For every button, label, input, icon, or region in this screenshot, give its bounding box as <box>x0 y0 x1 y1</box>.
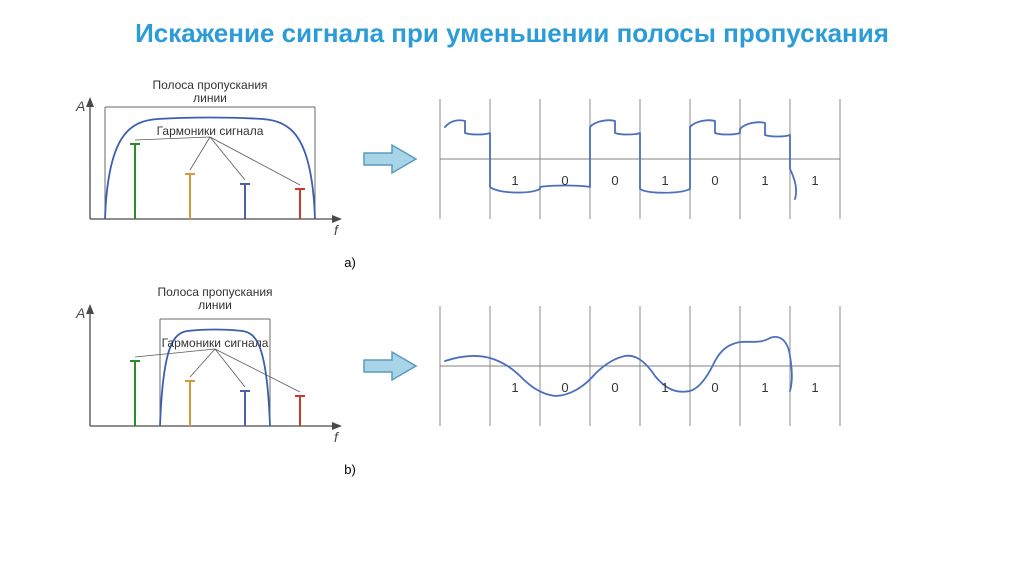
caption-b: b) <box>200 462 500 477</box>
page-title: Искажение сигнала при уменьшении полосы … <box>0 0 1024 49</box>
signal-a-svg: 1 0 0 1 0 1 1 <box>430 89 850 229</box>
svg-text:Гармоники сигнала: Гармоники сигнала <box>157 124 264 138</box>
svg-text:0: 0 <box>711 173 718 188</box>
svg-text:1: 1 <box>761 380 768 395</box>
signal-a: 1 0 0 1 0 1 1 <box>430 89 850 229</box>
svg-text:0: 0 <box>711 380 718 395</box>
svg-text:1: 1 <box>661 380 668 395</box>
svg-text:0: 0 <box>611 173 618 188</box>
svg-text:A: A <box>75 305 85 321</box>
arrow-icon <box>362 348 418 384</box>
svg-text:1: 1 <box>811 173 818 188</box>
arrow-b <box>350 348 430 384</box>
svg-text:Гармоники сигнала: Гармоники сигнала <box>162 336 269 350</box>
signal-b: 1 0 0 1 0 1 1 <box>430 296 850 436</box>
spectrum-a: Af Полоса пропусканиялинии Гармоники сигна… <box>50 69 350 249</box>
svg-text:Полоса пропускания: Полоса пропускания <box>157 285 272 299</box>
svg-text:f: f <box>334 429 340 445</box>
arrow-a <box>350 141 430 177</box>
svg-text:1: 1 <box>661 173 668 188</box>
diagram-content: AfПолоса пропусканиялинииГармоники сигна… <box>0 49 1024 477</box>
svg-text:линии: линии <box>198 298 232 312</box>
svg-text:1: 1 <box>811 380 818 395</box>
svg-text:0: 0 <box>611 380 618 395</box>
svg-text:1: 1 <box>511 380 518 395</box>
row-a: Af Полоса пропусканиялинии Гармоники сигна… <box>50 69 974 249</box>
svg-text:0: 0 <box>561 173 568 188</box>
svg-text:Полоса пропускания: Полоса пропускания <box>152 78 267 92</box>
svg-text:1: 1 <box>511 173 518 188</box>
svg-text:линии: линии <box>193 91 227 105</box>
svg-text:f: f <box>334 222 340 238</box>
signal-b-svg: 1 0 0 1 0 1 1 <box>430 296 850 436</box>
spectrum-b-svg: Af Полоса пропусканиялинии Гармоники сигна… <box>50 276 350 456</box>
caption-a: a) <box>200 255 500 270</box>
row-b: Af Полоса пропусканиялинии Гармоники сигна… <box>50 276 974 456</box>
spectrum-a-svg: Af Полоса пропусканиялинии Гармоники сигна… <box>50 69 350 249</box>
title-text: Искажение сигнала при уменьшении полосы … <box>135 18 889 48</box>
svg-text:1: 1 <box>761 173 768 188</box>
svg-text:0: 0 <box>561 380 568 395</box>
arrow-icon <box>362 141 418 177</box>
svg-text:A: A <box>75 98 85 114</box>
spectrum-b: Af Полоса пропусканиялинии Гармоники сигна… <box>50 276 350 456</box>
